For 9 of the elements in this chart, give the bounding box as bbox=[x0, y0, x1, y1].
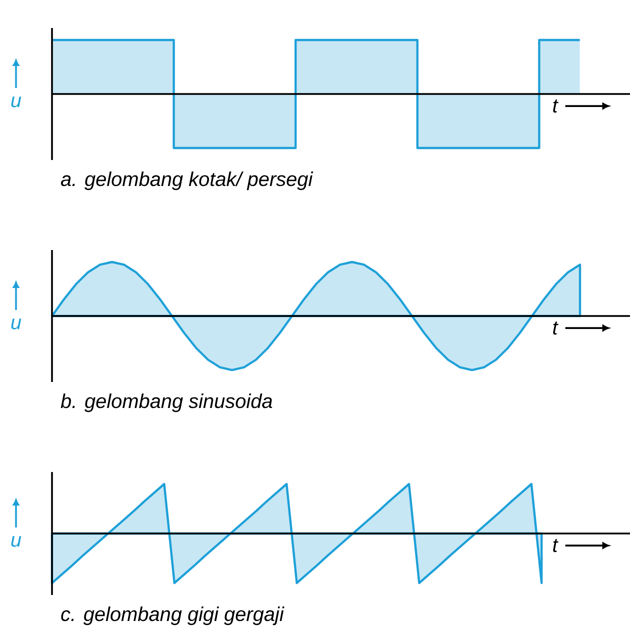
text: a. gelombang kotak/ persegi bbox=[60, 172, 314, 190]
x-axis-title: t bbox=[553, 100, 558, 113]
text: b. gelombang sinusoida bbox=[60, 394, 272, 412]
text: c. gelombang gigi gergaji bbox=[61, 606, 284, 626]
y-axis-title: u bbox=[11, 96, 22, 108]
x-axis-title: t bbox=[553, 322, 558, 335]
y-axis-title: u bbox=[11, 536, 22, 547]
x-axis-title: t bbox=[553, 539, 558, 552]
y-axis-title: u bbox=[11, 318, 22, 330]
